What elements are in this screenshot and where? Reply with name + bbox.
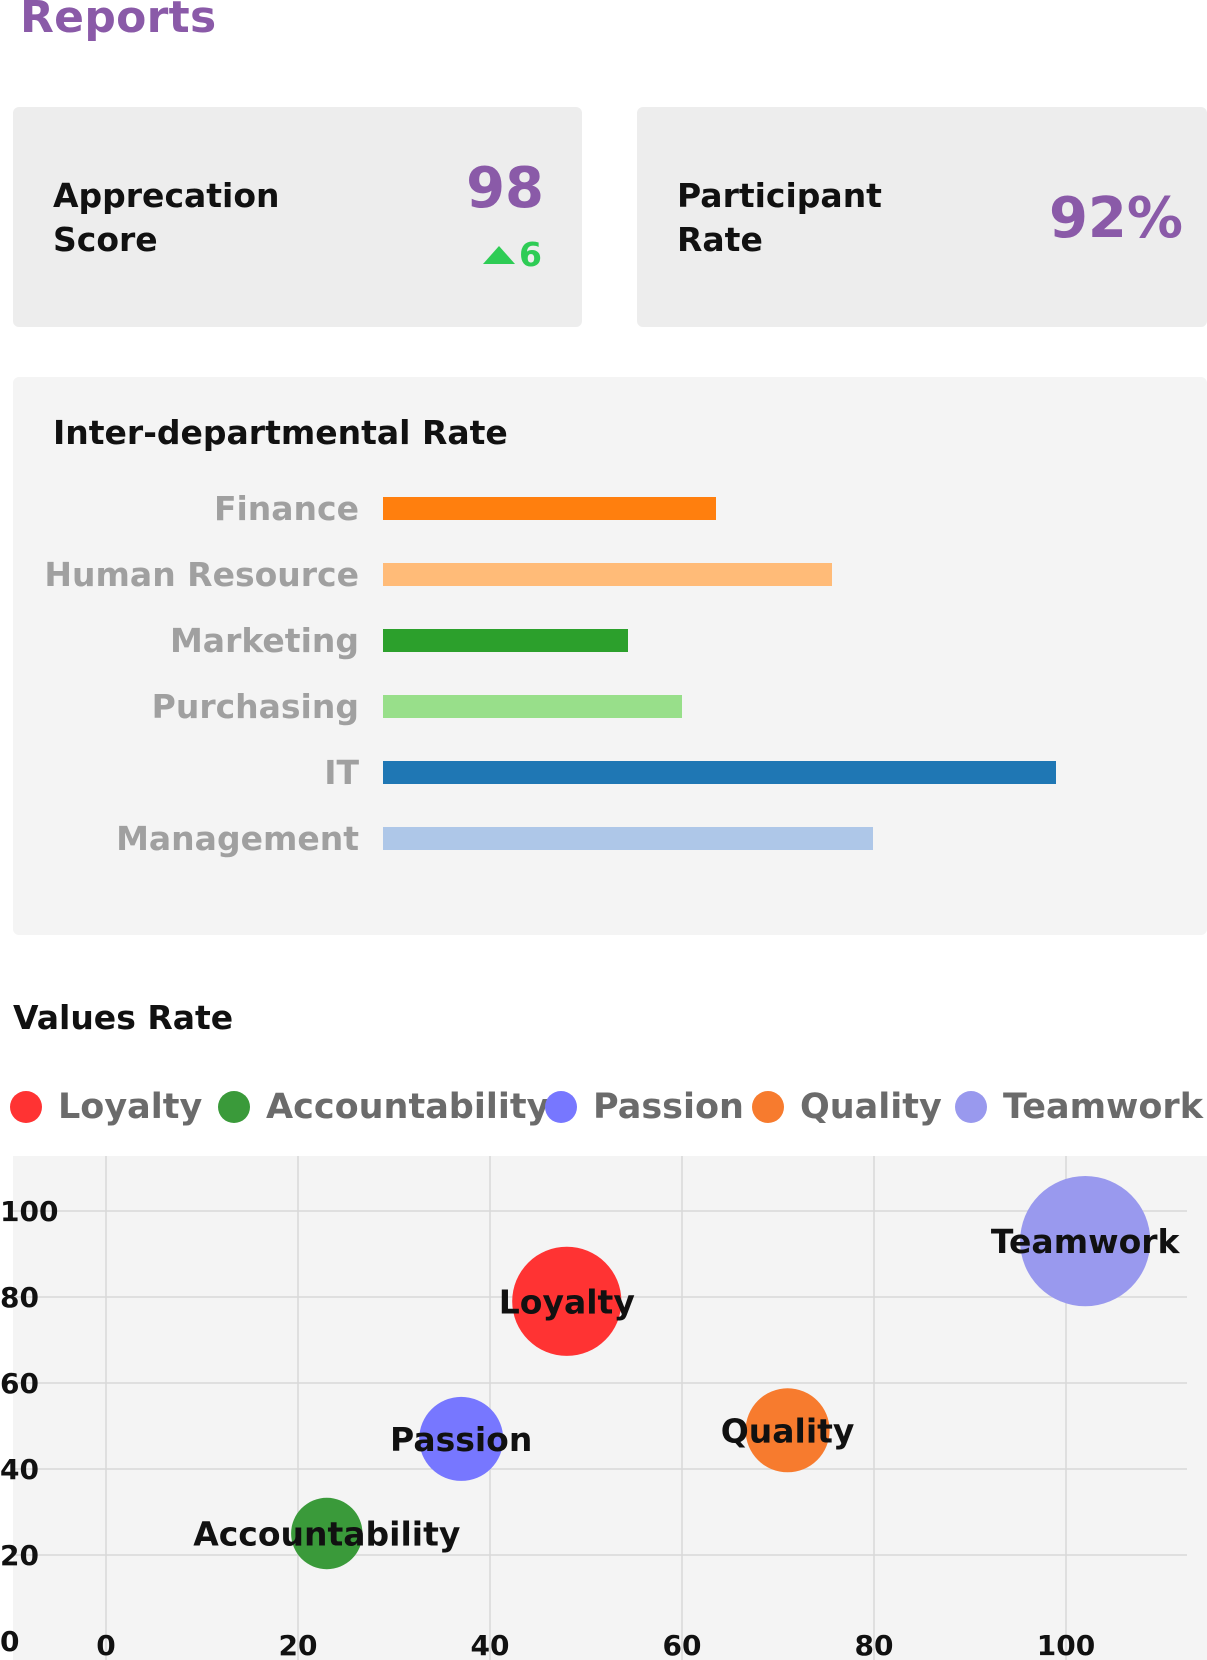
bubble-point xyxy=(291,1497,363,1570)
legend-label: Passion xyxy=(593,1087,744,1127)
department-row: IT xyxy=(13,753,1207,793)
y-tick-label: 0 xyxy=(0,1625,19,1658)
department-row: Human Resource xyxy=(13,555,1207,595)
plot-background xyxy=(13,1156,1207,1660)
delta-value: 6 xyxy=(519,235,542,274)
legend-item: Teamwork xyxy=(955,1082,1203,1132)
values-rate-title: Values Rate xyxy=(13,998,234,1037)
x-tick-label: 40 xyxy=(471,1629,510,1660)
department-row: Finance xyxy=(13,489,1207,529)
bubble-label: Loyalty xyxy=(499,1282,635,1321)
department-bar xyxy=(383,695,682,718)
trend-up-icon xyxy=(483,246,516,264)
legend-label: Loyalty xyxy=(58,1087,203,1127)
legend-dot xyxy=(218,1091,250,1123)
legend-item: Accountability xyxy=(218,1082,549,1132)
legend-label: Accountability xyxy=(266,1087,550,1127)
department-row: Purchasing xyxy=(13,687,1207,727)
values-bubble-chart: 0 20 40 60 80 100 0 20 40 60 80 100 Loyalty Accountab… xyxy=(0,1156,1207,1660)
inter-departmental-rate-title: Inter-departmental Rate xyxy=(53,413,508,452)
page-title: Reports xyxy=(20,0,217,43)
y-tick-label: 20 xyxy=(0,1539,39,1572)
legend-dot xyxy=(752,1091,784,1123)
legend-label: Teamwork xyxy=(1003,1087,1203,1127)
y-tick-label: 40 xyxy=(0,1453,39,1486)
legend-dot xyxy=(545,1091,577,1123)
appreciation-score-label: Apprecation Score xyxy=(53,176,280,259)
appreciation-score-delta: 6 xyxy=(483,237,542,273)
appreciation-score-card: Apprecation Score 98 6 xyxy=(13,107,582,327)
bubble-label: Teamwork xyxy=(991,1222,1181,1261)
department-row: Marketing xyxy=(13,621,1207,661)
participant-rate-label: Participant Rate xyxy=(677,176,882,259)
participant-rate-card: Participant Rate 92% xyxy=(637,107,1207,327)
y-tick-label: 100 xyxy=(0,1195,58,1228)
legend-item: Passion xyxy=(545,1082,744,1132)
bubble-point xyxy=(512,1246,622,1356)
bubble-label: Quality xyxy=(721,1411,855,1450)
department-bar xyxy=(383,497,716,520)
department-label: Human Resource xyxy=(44,555,359,594)
department-bar xyxy=(383,563,832,586)
x-tick-label: 100 xyxy=(1037,1629,1095,1660)
values-legend: Loyalty Accountability Passion Quality Teamw… xyxy=(10,1082,1207,1132)
x-tick-label: 60 xyxy=(663,1629,702,1660)
inter-departmental-rate-panel: Inter-departmental Rate Finance Human Res… xyxy=(13,377,1207,935)
bubble-label: Passion xyxy=(390,1420,532,1459)
department-bar xyxy=(383,761,1056,784)
department-label: Purchasing xyxy=(151,687,359,726)
y-tick-label: 80 xyxy=(0,1281,39,1314)
department-label: Management xyxy=(116,819,359,858)
legend-item: Quality xyxy=(752,1082,942,1132)
bubble-point xyxy=(745,1388,830,1473)
bubble-point xyxy=(419,1396,504,1481)
legend-dot xyxy=(10,1091,42,1123)
department-label: Marketing xyxy=(169,621,359,660)
legend-dot xyxy=(955,1091,987,1123)
legend-label: Quality xyxy=(800,1087,942,1127)
x-tick-label: 80 xyxy=(855,1629,894,1660)
department-label: IT xyxy=(324,753,359,792)
appreciation-score-value: 98 xyxy=(466,156,544,221)
x-tick-label: 20 xyxy=(279,1629,318,1660)
x-tick-label: 0 xyxy=(96,1629,115,1660)
department-bar xyxy=(383,629,628,652)
participant-rate-value: 92% xyxy=(1048,186,1183,251)
department-label: Finance xyxy=(213,489,359,528)
department-bar xyxy=(383,827,873,850)
y-tick-label: 60 xyxy=(0,1367,39,1400)
bubble-point xyxy=(1020,1176,1151,1307)
legend-item: Loyalty xyxy=(10,1082,202,1132)
bubble-label: Accountability xyxy=(193,1515,460,1554)
department-row: Management xyxy=(13,819,1207,859)
